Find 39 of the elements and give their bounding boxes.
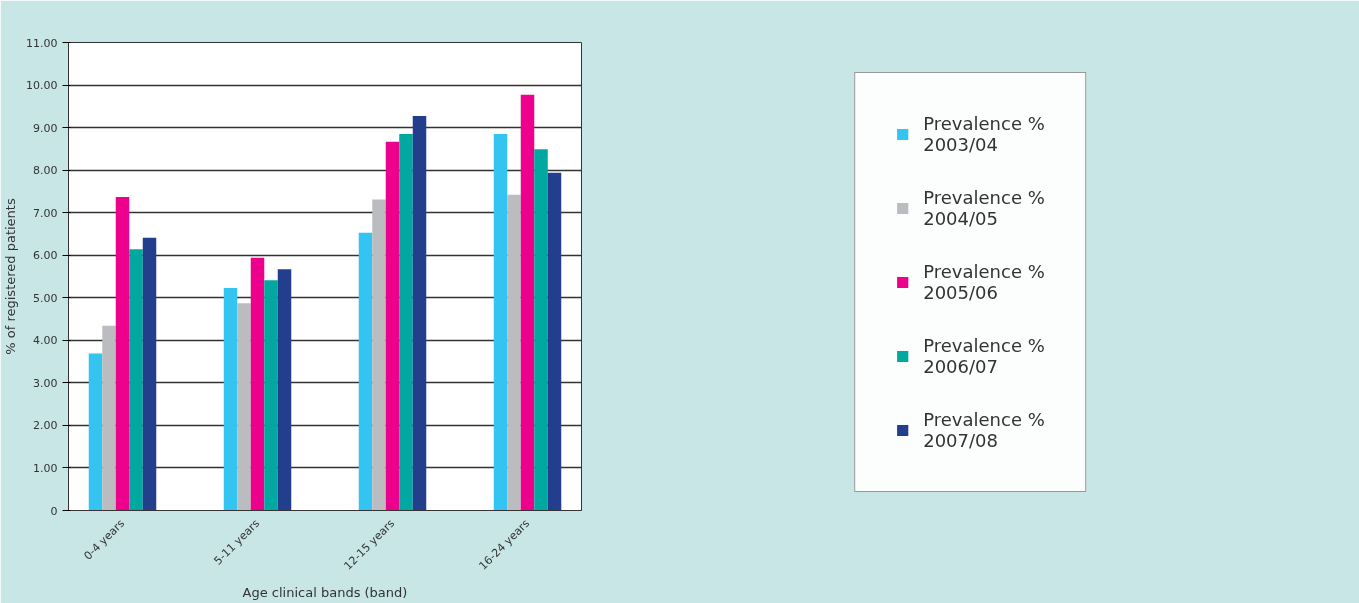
bar xyxy=(507,194,521,511)
bar xyxy=(237,303,251,511)
y-tick-label: 9.00 xyxy=(33,121,58,135)
bar xyxy=(534,149,548,511)
y-tick-label: 2.00 xyxy=(33,419,58,433)
bar xyxy=(385,141,400,511)
bar xyxy=(102,325,116,511)
legend-label: Prevalence % 2007/08 xyxy=(923,409,1045,451)
bar xyxy=(547,172,562,511)
y-tick-label: 6.00 xyxy=(33,249,58,263)
bar xyxy=(250,257,265,511)
bar xyxy=(493,133,508,511)
bar xyxy=(372,199,386,511)
legend-label: Prevalence % 2004/05 xyxy=(923,187,1045,229)
y-tick-label: 11.00 xyxy=(26,36,58,50)
y-tick-label: 3.00 xyxy=(33,376,58,390)
bar xyxy=(399,133,413,511)
legend-label: Prevalence % 2006/07 xyxy=(923,335,1045,377)
y-tick-label: 7.00 xyxy=(33,206,58,220)
x-axis-title: Age clinical bands (band) xyxy=(242,585,408,601)
bar xyxy=(520,94,535,511)
legend-label: Prevalence % 2005/06 xyxy=(923,261,1045,303)
bar xyxy=(115,196,130,511)
y-axis-title: % of registered patients xyxy=(3,198,19,355)
y-tick-label: 0 xyxy=(50,504,58,518)
bar xyxy=(358,232,373,511)
y-tick-label: 8.00 xyxy=(33,164,58,178)
y-tick-label: 10.00 xyxy=(26,79,58,93)
y-tick-label: 4.00 xyxy=(33,334,58,348)
bar xyxy=(264,280,278,511)
bar xyxy=(142,237,157,511)
y-tick-label: 1.00 xyxy=(33,461,58,475)
legend-label: Prevalence % 2003/04 xyxy=(923,113,1045,155)
bar xyxy=(412,116,427,511)
bar xyxy=(88,353,103,511)
y-tick-label: 5.00 xyxy=(33,291,58,305)
bar xyxy=(129,249,143,511)
bar xyxy=(277,269,292,511)
bar xyxy=(223,287,238,511)
